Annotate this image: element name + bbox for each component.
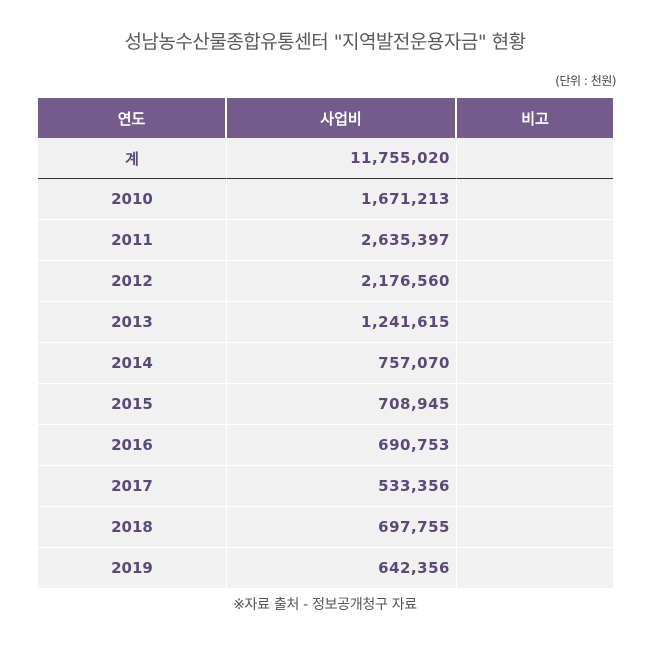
row-year: 2015 (38, 384, 227, 425)
row-year: 2017 (38, 466, 227, 507)
row-year: 2014 (38, 343, 227, 384)
table-row: 2017 533,356 (38, 466, 613, 507)
row-amount: 642,356 (227, 548, 457, 589)
row-note (457, 302, 613, 343)
header-year: 연도 (38, 98, 227, 138)
row-amount: 697,755 (227, 507, 457, 548)
table-row: 2018 697,755 (38, 507, 613, 548)
row-amount: 708,945 (227, 384, 457, 425)
row-note (457, 425, 613, 466)
row-year: 2018 (38, 507, 227, 548)
total-label: 계 (38, 138, 227, 179)
row-amount: 757,070 (227, 343, 457, 384)
source-note: ※자료 출처 - 정보공개청구 자료 (233, 597, 417, 613)
table-row: 2010 1,671,213 (38, 179, 613, 220)
row-amount: 1,671,213 (227, 179, 457, 220)
total-amount: 11,755,020 (227, 138, 457, 179)
funding-table: 연도 사업비 비고 계 11,755,020 2010 1,671,213 20… (38, 98, 613, 589)
table-row: 2019 642,356 (38, 548, 613, 589)
row-note (457, 384, 613, 425)
row-note (457, 179, 613, 220)
row-year: 2011 (38, 220, 227, 261)
row-note (457, 261, 613, 302)
total-note (457, 138, 613, 179)
table-row: 2011 2,635,397 (38, 220, 613, 261)
table-row: 2012 2,176,560 (38, 261, 613, 302)
row-note (457, 466, 613, 507)
row-amount: 690,753 (227, 425, 457, 466)
row-year: 2013 (38, 302, 227, 343)
row-year: 2010 (38, 179, 227, 220)
total-row: 계 11,755,020 (38, 138, 613, 179)
header-note: 비고 (457, 98, 613, 138)
table-row: 2013 1,241,615 (38, 302, 613, 343)
row-year: 2012 (38, 261, 227, 302)
table-header-row: 연도 사업비 비고 (38, 98, 613, 138)
page-title: 성남농수산물종합유통센터 "지역발전운용자금" 현황 (124, 31, 526, 53)
row-note (457, 548, 613, 589)
row-note (457, 343, 613, 384)
table-row: 2015 708,945 (38, 384, 613, 425)
table-row: 2014 757,070 (38, 343, 613, 384)
row-year: 2016 (38, 425, 227, 466)
row-amount: 1,241,615 (227, 302, 457, 343)
row-year: 2019 (38, 548, 227, 589)
row-amount: 2,176,560 (227, 261, 457, 302)
row-note (457, 507, 613, 548)
row-amount: 533,356 (227, 466, 457, 507)
unit-label: (단위 : 천원) (555, 74, 616, 88)
table-row: 2016 690,753 (38, 425, 613, 466)
row-note (457, 220, 613, 261)
row-amount: 2,635,397 (227, 220, 457, 261)
header-budget: 사업비 (227, 98, 457, 138)
